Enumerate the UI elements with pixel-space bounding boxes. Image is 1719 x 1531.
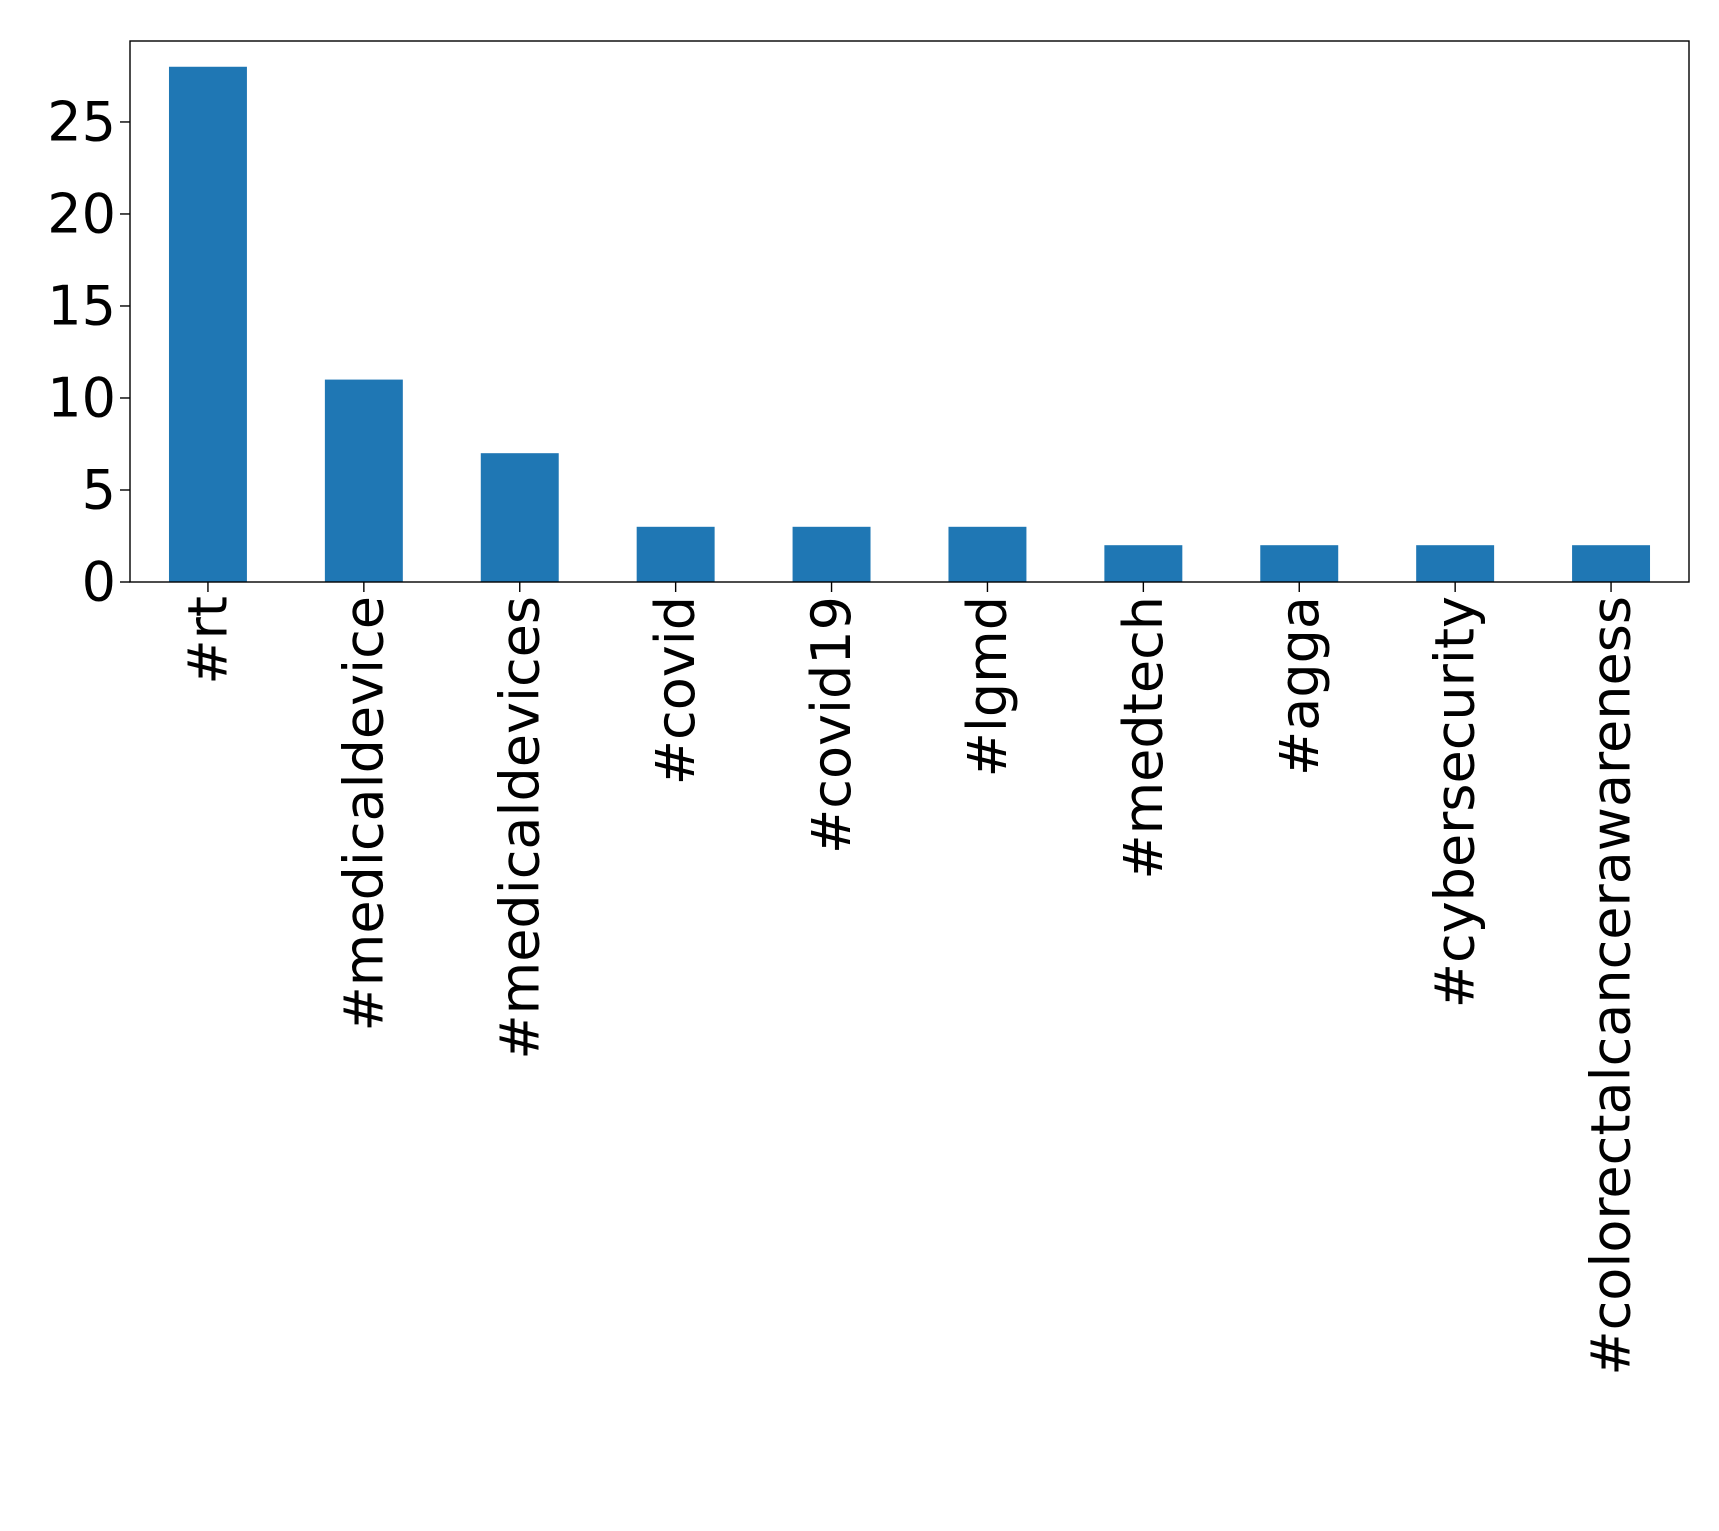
bar-medicaldevices [480,453,559,582]
y-tick-label: 15 [47,274,116,337]
bar-cybersecurity [1416,545,1495,582]
bar-lgmd [948,526,1027,582]
x-tick-label-rt: #rt [176,596,239,685]
x-tick-label-medicaldevice: #medicaldevice [332,596,395,1032]
bar-medtech [1104,545,1183,582]
x-tick-label-agga: #agga [1268,596,1331,776]
x-tick-label-cybersecurity: #cybersecurity [1424,596,1487,1008]
x-tick-label-covid19: #covid19 [800,596,863,854]
bar-colorectalcancerawareness [1572,545,1651,582]
bar-medicaldevice [324,379,403,582]
x-tick-label-medicaldevices: #medicaldevices [488,596,551,1060]
y-tick-label: 5 [82,458,116,521]
x-tick-label-lgmd: #lgmd [956,596,1019,777]
x-axis: #rt #medicaldevice #medicaldevices #covid #c… [176,582,1643,1376]
y-tick-label: 25 [47,90,116,153]
bar-covid [636,526,715,582]
bar-agga [1260,545,1339,582]
y-axis: 0 5 10 15 20 25 [47,90,130,614]
y-tick-label: 10 [47,366,116,429]
bars-group [168,66,1651,582]
y-tick-label: 20 [47,182,116,245]
plot-frame [129,40,1690,583]
x-tick-label-covid: #covid [644,596,707,785]
bar-covid19 [792,526,871,582]
y-tick-label: 0 [82,551,116,614]
bar-rt [168,66,247,582]
x-tick-label-colorectalcancerawareness: #colorectalcancerawareness [1580,596,1643,1376]
x-tick-label-medtech: #medtech [1112,596,1175,880]
